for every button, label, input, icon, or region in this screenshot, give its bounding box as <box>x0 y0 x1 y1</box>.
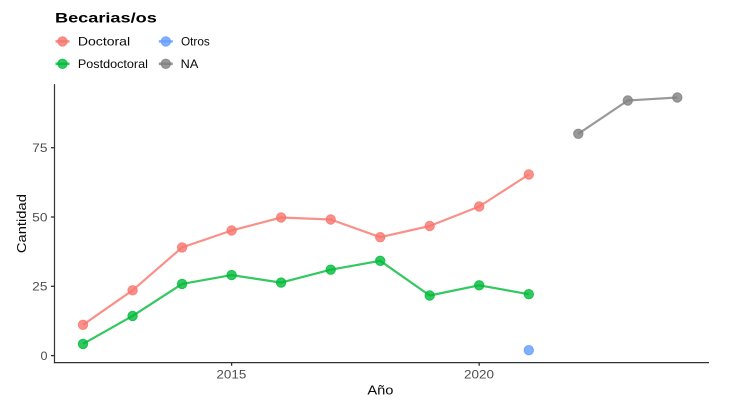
svg-text:Postdoctoral: Postdoctoral <box>78 57 148 71</box>
svg-text:2015: 2015 <box>216 368 246 382</box>
svg-text:25: 25 <box>32 280 47 294</box>
svg-text:NA: NA <box>181 57 199 71</box>
svg-text:Otros: Otros <box>181 35 210 49</box>
svg-text:2020: 2020 <box>464 368 494 382</box>
svg-text:50: 50 <box>32 210 47 224</box>
svg-text:75: 75 <box>32 141 47 155</box>
svg-text:Becarias/os: Becarias/os <box>55 11 157 27</box>
svg-text:Doctoral: Doctoral <box>78 35 130 49</box>
svg-text:Cantidad: Cantidad <box>14 194 29 253</box>
svg-text:Año: Año <box>367 383 393 398</box>
svg-text:0: 0 <box>41 349 48 363</box>
